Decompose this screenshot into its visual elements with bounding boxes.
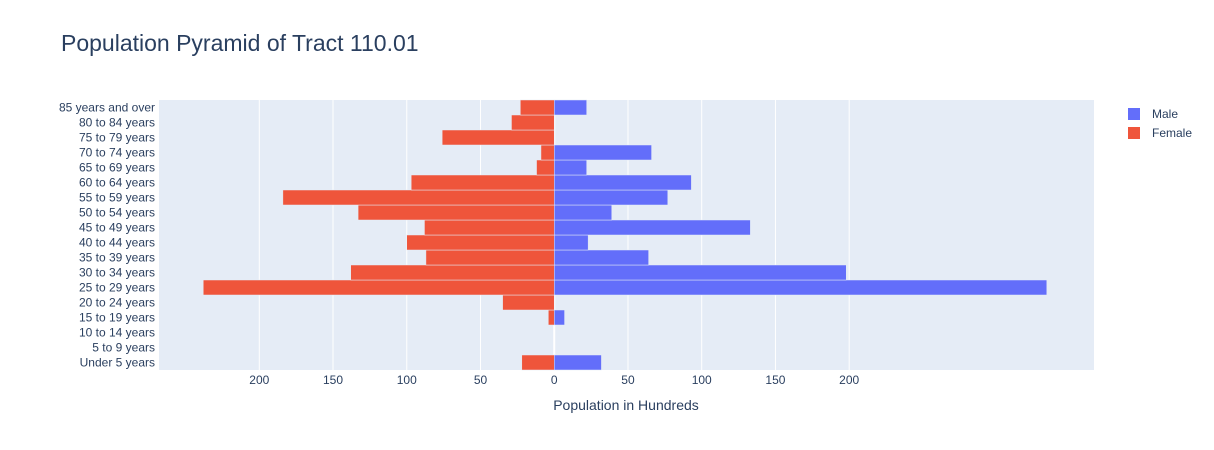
y-tick-label: 45 to 49 years (79, 221, 155, 235)
legend-swatch-male[interactable] (1128, 108, 1140, 120)
x-axis-ticks: 200 150 100 50 0 50 100 150 200 (249, 373, 859, 387)
female-bar[interactable] (350, 264, 555, 281)
legend-label-male[interactable]: Male (1152, 107, 1178, 121)
female-bar[interactable] (502, 294, 555, 311)
male-bar[interactable] (553, 189, 669, 206)
legend-label-female[interactable]: Female (1152, 126, 1192, 140)
y-tick-label: 25 to 29 years (79, 281, 155, 295)
y-tick-label: Under 5 years (80, 356, 155, 370)
x-tick-label: 150 (323, 373, 343, 387)
y-tick-label: 55 to 59 years (79, 191, 155, 205)
y-tick-label: 15 to 19 years (79, 311, 155, 325)
female-bar[interactable] (425, 249, 555, 266)
x-tick-label: 200 (839, 373, 859, 387)
female-bar[interactable] (406, 234, 555, 251)
x-tick-label: 100 (397, 373, 417, 387)
x-tick-label: 200 (249, 373, 269, 387)
x-axis-title: Population in Hundreds (553, 397, 699, 413)
male-bar[interactable] (553, 99, 587, 116)
female-bar[interactable] (282, 189, 555, 206)
x-tick-label: 50 (621, 373, 635, 387)
x-tick-label: 0 (551, 373, 558, 387)
male-bar[interactable] (553, 279, 1048, 296)
male-bar[interactable] (553, 354, 602, 371)
y-tick-label: 20 to 24 years (79, 296, 155, 310)
male-bar[interactable] (553, 219, 751, 236)
bars-group (202, 99, 1048, 371)
y-tick-label: 75 to 79 years (79, 131, 155, 145)
female-bar[interactable] (521, 354, 555, 371)
y-tick-label: 35 to 39 years (79, 251, 155, 265)
female-bar[interactable] (520, 99, 555, 116)
female-bar[interactable] (548, 309, 555, 326)
male-bar[interactable] (553, 204, 613, 221)
male-bar[interactable] (553, 174, 692, 191)
y-tick-label: 60 to 64 years (79, 176, 155, 190)
male-bar[interactable] (553, 249, 649, 266)
male-bar[interactable] (553, 234, 589, 251)
y-tick-label: 50 to 54 years (79, 206, 155, 220)
male-bar[interactable] (553, 309, 565, 326)
y-tick-label: 10 to 14 years (79, 326, 155, 340)
male-bar[interactable] (553, 144, 652, 161)
x-tick-label: 50 (474, 373, 488, 387)
chart-title: Population Pyramid of Tract 110.01 (61, 30, 419, 56)
y-tick-label: 85 years and over (59, 101, 155, 115)
female-bar[interactable] (410, 174, 555, 191)
female-bar[interactable] (441, 129, 555, 146)
female-bar[interactable] (511, 114, 555, 131)
y-tick-label: 80 to 84 years (79, 116, 155, 130)
y-tick-label: 40 to 44 years (79, 236, 155, 250)
female-bar[interactable] (202, 279, 555, 296)
male-bar[interactable] (553, 159, 587, 176)
legend-swatch-female[interactable] (1128, 127, 1140, 139)
x-tick-label: 150 (765, 373, 785, 387)
x-tick-label: 100 (692, 373, 712, 387)
y-tick-label: 30 to 34 years (79, 266, 155, 280)
y-tick-label: 65 to 69 years (79, 161, 155, 175)
male-bar[interactable] (553, 264, 847, 281)
y-tick-label: 5 to 9 years (92, 341, 155, 355)
female-bar[interactable] (357, 204, 555, 221)
legend[interactable]: Male Female (1128, 107, 1192, 140)
y-tick-label: 70 to 74 years (79, 146, 155, 160)
female-bar[interactable] (536, 159, 555, 176)
female-bar[interactable] (424, 219, 555, 236)
female-bar[interactable] (540, 144, 555, 161)
